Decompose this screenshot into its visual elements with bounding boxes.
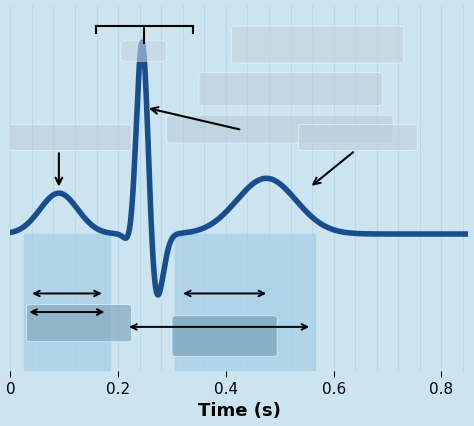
FancyBboxPatch shape (27, 305, 132, 342)
FancyBboxPatch shape (121, 41, 167, 61)
FancyBboxPatch shape (8, 124, 132, 150)
FancyBboxPatch shape (199, 72, 382, 106)
Bar (24, 234, 110, 371)
FancyBboxPatch shape (167, 115, 393, 143)
Bar (175, 234, 315, 371)
FancyBboxPatch shape (231, 26, 404, 63)
FancyBboxPatch shape (172, 316, 277, 357)
FancyBboxPatch shape (299, 124, 417, 150)
X-axis label: Time (s): Time (s) (198, 403, 281, 420)
